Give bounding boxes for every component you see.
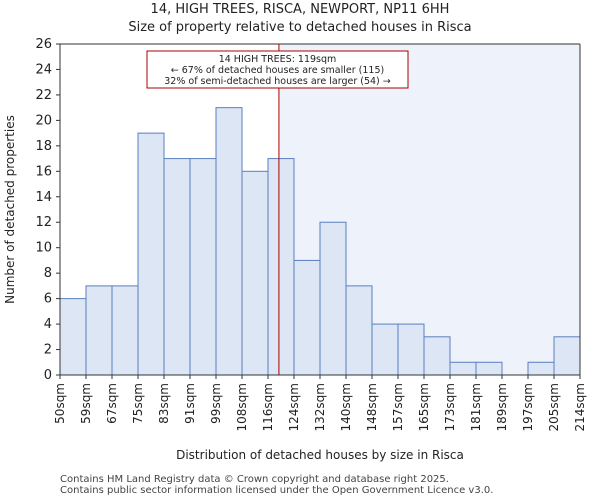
annotation-line3: 32% of semi-detached houses are larger (…: [164, 76, 391, 87]
x-tick-label-189sqm: 189sqm: [495, 383, 509, 431]
x-tick-label-116sqm: 116sqm: [261, 383, 275, 431]
y-tick-label-20: 20: [35, 113, 52, 128]
bar-124sqm: [293, 259, 321, 376]
bar-205sqm: [553, 336, 581, 376]
annotation-line2: ← 67% of detached houses are smaller (11…: [171, 65, 384, 76]
annotation-line1: 14 HIGH TREES: 119sqm: [219, 54, 337, 65]
y-tick-label-10: 10: [35, 241, 52, 256]
chart-title-line2: Size of property relative to detached ho…: [128, 20, 472, 35]
x-tick-label-140sqm: 140sqm: [339, 383, 353, 431]
annotation-box: [146, 50, 409, 89]
y-tick-label-16: 16: [35, 164, 52, 179]
bar-59sqm: [85, 285, 113, 376]
y-tick-label-0: 0: [44, 368, 52, 383]
x-tick-label-91sqm: 91sqm: [183, 383, 197, 424]
y-tick-label-8: 8: [44, 266, 52, 281]
x-tick-label-75sqm: 75sqm: [131, 383, 145, 424]
x-tick-label-50sqm: 50sqm: [53, 383, 67, 424]
bar-67sqm: [111, 285, 139, 376]
y-axis-label: Number of detached properties: [3, 115, 17, 304]
footer-licence: Contains public sector information licen…: [60, 485, 494, 496]
y-tick-label-14: 14: [35, 190, 52, 205]
x-tick-label-205sqm: 205sqm: [547, 383, 561, 431]
bar-148sqm: [371, 323, 399, 376]
y-tick-label-12: 12: [35, 215, 52, 230]
bar-173sqm: [449, 361, 477, 376]
bar-91sqm: [189, 158, 217, 376]
x-axis-label: Distribution of detached houses by size …: [176, 448, 464, 462]
chart-title-line1: 14, HIGH TREES, RISCA, NEWPORT, NP11 6HH: [150, 2, 450, 17]
y-tick-label-6: 6: [44, 292, 52, 307]
bar-99sqm: [215, 107, 243, 376]
y-tick-label-18: 18: [35, 139, 52, 154]
y-tick-label-26: 26: [35, 37, 52, 52]
bar-132sqm: [319, 221, 347, 376]
x-tick-label-173sqm: 173sqm: [443, 383, 457, 431]
bar-197sqm: [527, 361, 555, 376]
bar-50sqm: [59, 298, 87, 376]
bar-165sqm: [423, 336, 451, 376]
bar-140sqm: [345, 285, 373, 376]
x-tick-label-99sqm: 99sqm: [209, 383, 223, 424]
y-tick-label-24: 24: [35, 62, 52, 77]
x-tick-label-59sqm: 59sqm: [79, 383, 93, 424]
x-tick-label-165sqm: 165sqm: [417, 383, 431, 431]
y-tick-label-4: 4: [44, 317, 52, 332]
x-tick-label-67sqm: 67sqm: [105, 383, 119, 424]
bar-83sqm: [163, 158, 191, 376]
x-tick-label-214sqm: 214sqm: [573, 383, 587, 431]
x-tick-label-124sqm: 124sqm: [287, 383, 301, 431]
bar-157sqm: [397, 323, 425, 376]
bar-75sqm: [137, 132, 165, 376]
x-tick-label-108sqm: 108sqm: [235, 383, 249, 431]
footer-copyright: Contains HM Land Registry data © Crown c…: [60, 474, 449, 485]
bar-108sqm: [241, 170, 269, 376]
x-tick-label-148sqm: 148sqm: [365, 383, 379, 431]
y-tick-label-2: 2: [44, 343, 52, 358]
x-tick-label-157sqm: 157sqm: [391, 383, 405, 431]
bar-181sqm: [475, 361, 503, 376]
bar-116sqm: [267, 158, 295, 376]
x-tick-label-132sqm: 132sqm: [313, 383, 327, 431]
y-tick-label-22: 22: [35, 88, 52, 103]
x-tick-label-197sqm: 197sqm: [521, 383, 535, 431]
x-tick-label-83sqm: 83sqm: [157, 383, 171, 424]
x-tick-label-181sqm: 181sqm: [469, 383, 483, 431]
